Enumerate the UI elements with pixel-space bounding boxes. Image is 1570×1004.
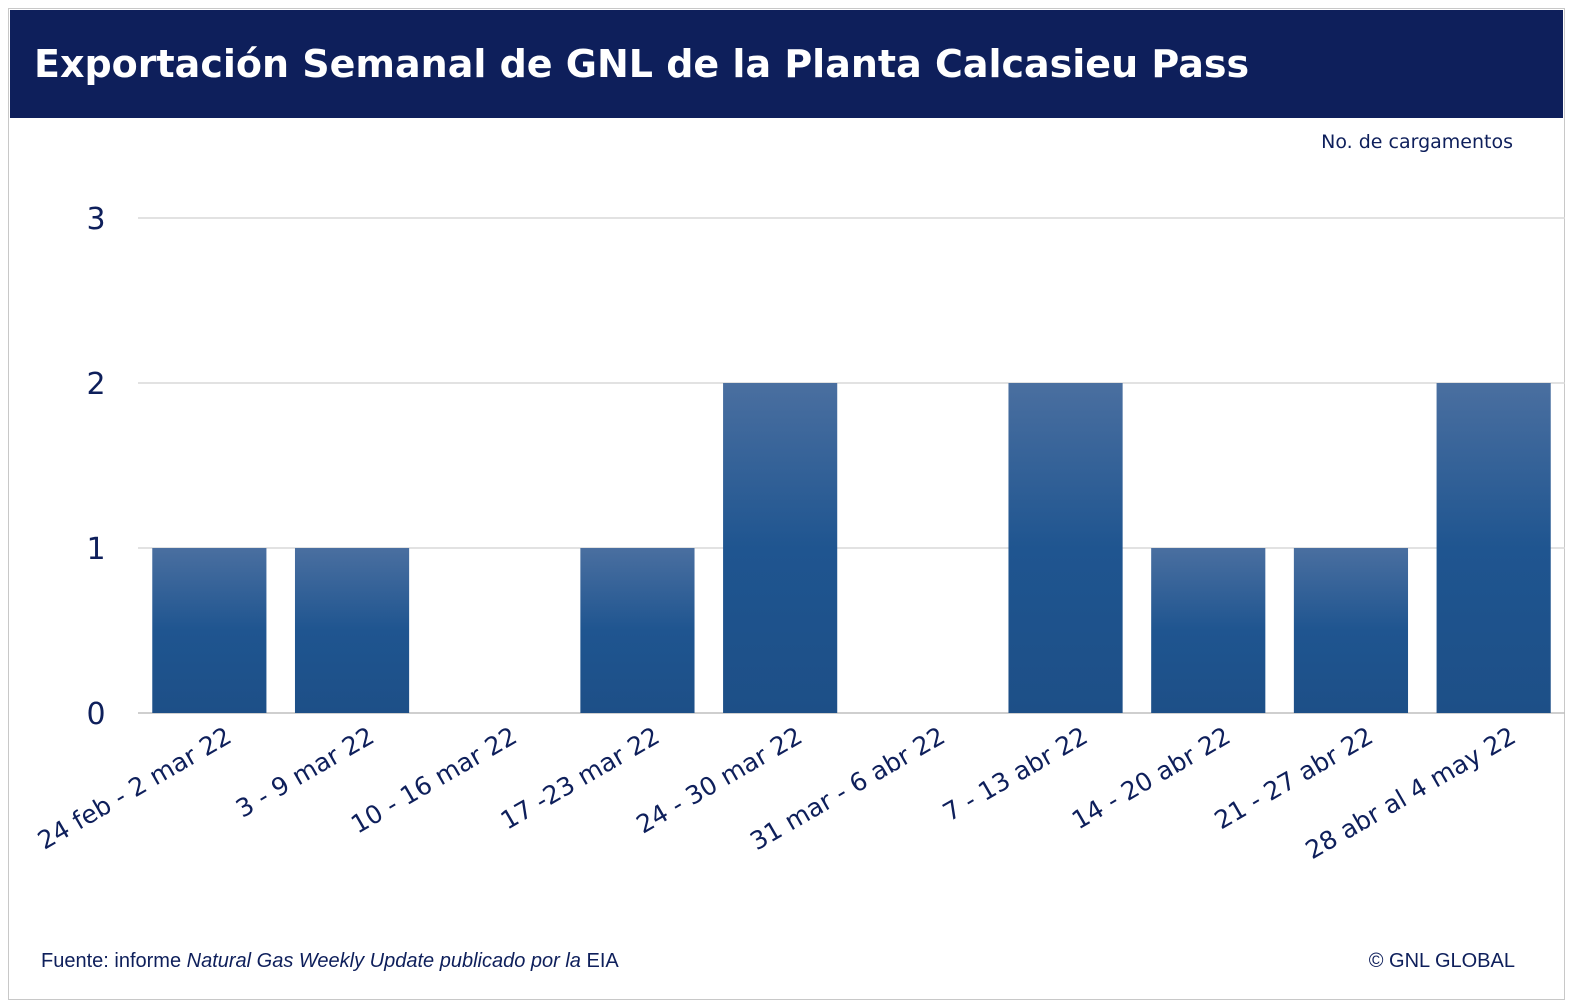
bar <box>723 383 838 713</box>
bar <box>1008 383 1123 713</box>
y-tick-label: 2 <box>86 367 105 402</box>
bar <box>1436 383 1551 713</box>
source-note: Fuente: informe Natural Gas Weekly Updat… <box>41 950 619 973</box>
bars <box>152 383 1551 713</box>
bar <box>294 548 410 713</box>
bar <box>1151 548 1266 713</box>
y-axis-unit-label: No. de cargamentos <box>1321 131 1513 153</box>
x-tick-label: 24 feb - 2 mar 22 <box>33 721 237 855</box>
bar <box>580 548 695 713</box>
y-tick-label: 3 <box>86 202 105 237</box>
source-prefix: Fuente: informe <box>41 950 187 972</box>
source-publication: Natural Gas Weekly Update publicado por … <box>186 950 581 972</box>
bar <box>152 548 267 713</box>
y-axis-ticks: 0 1 2 3 <box>86 202 105 732</box>
chart-title: Exportación Semanal de GNL de la Planta … <box>34 42 1250 86</box>
y-tick-label: 1 <box>86 532 105 567</box>
y-tick-label: 0 <box>86 697 105 732</box>
source-agency: EIA <box>580 950 619 972</box>
x-tick-label: 14 - 20 abr 22 <box>1067 721 1235 835</box>
title-bar: Exportación Semanal de GNL de la Planta … <box>10 10 1563 118</box>
bar <box>1293 548 1409 713</box>
copyright-label: © GNL GLOBAL <box>1368 950 1515 972</box>
